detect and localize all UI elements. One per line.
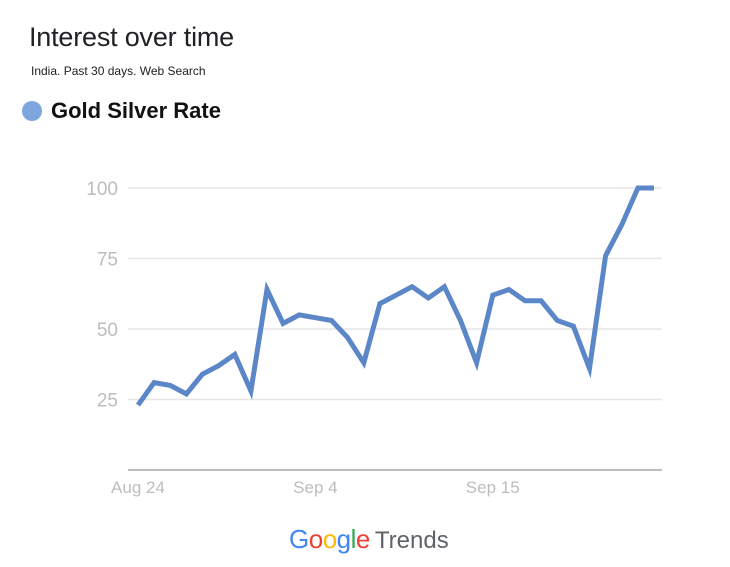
y-tick-label-25: 25 [97,391,118,412]
series-line-0 [135,185,654,407]
y-tick-label-75: 75 [97,250,118,271]
google-trends-logo: Google Trends [289,524,449,555]
x-tick-label-aug-24: Aug 24 [111,478,165,497]
x-tick-label-sep-15: Sep 15 [466,478,520,497]
y-tick-label-100: 100 [86,179,118,200]
legend-swatch [22,101,42,121]
legend: Gold Silver Rate [22,98,221,124]
chart-subtitle: India. Past 30 days. Web Search [31,64,206,78]
trends-label: Trends [374,527,449,554]
y-tick-label-50: 50 [97,320,118,341]
chart-title: Interest over time [29,22,234,52]
x-tick-label-sep-4: Sep 4 [293,478,337,497]
google-wordmark: Google [289,524,370,554]
legend-label: Gold Silver Rate [51,98,221,123]
